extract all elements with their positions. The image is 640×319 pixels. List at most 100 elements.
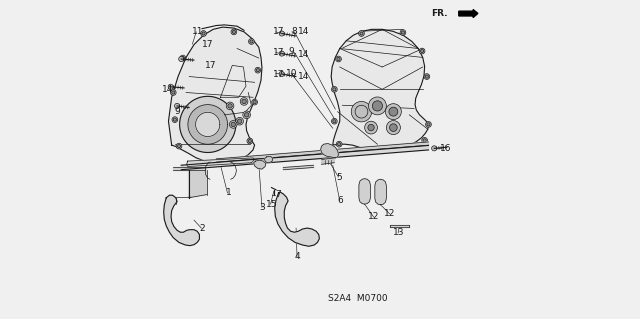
- Text: 8: 8: [292, 27, 298, 36]
- Circle shape: [172, 117, 178, 122]
- Text: 2: 2: [199, 224, 205, 233]
- Circle shape: [425, 75, 428, 78]
- Circle shape: [431, 146, 436, 151]
- Circle shape: [207, 161, 212, 166]
- Text: 14: 14: [298, 50, 310, 59]
- Circle shape: [333, 88, 336, 91]
- Polygon shape: [253, 160, 266, 169]
- Circle shape: [176, 143, 182, 149]
- Text: 9: 9: [289, 47, 294, 56]
- Polygon shape: [181, 145, 428, 170]
- Circle shape: [232, 30, 236, 33]
- Text: 12: 12: [384, 209, 396, 218]
- Circle shape: [401, 31, 404, 34]
- Circle shape: [202, 32, 205, 35]
- Circle shape: [231, 29, 237, 35]
- Text: 10: 10: [285, 69, 297, 78]
- Polygon shape: [216, 142, 428, 162]
- Text: S2A4  M0700: S2A4 M0700: [328, 294, 388, 303]
- Polygon shape: [321, 144, 339, 158]
- Circle shape: [252, 99, 257, 105]
- Circle shape: [228, 104, 232, 108]
- Circle shape: [372, 101, 383, 111]
- Circle shape: [424, 74, 429, 79]
- Circle shape: [378, 189, 384, 195]
- Circle shape: [236, 117, 243, 125]
- Circle shape: [368, 124, 374, 131]
- Polygon shape: [375, 179, 387, 205]
- Text: 17: 17: [273, 27, 284, 36]
- Polygon shape: [188, 105, 227, 144]
- Circle shape: [175, 103, 180, 108]
- Text: 15: 15: [266, 200, 278, 209]
- Circle shape: [256, 69, 259, 72]
- Text: 17: 17: [273, 70, 284, 79]
- Circle shape: [423, 139, 426, 142]
- Circle shape: [243, 111, 250, 119]
- Circle shape: [337, 143, 340, 146]
- Circle shape: [242, 99, 246, 104]
- Polygon shape: [196, 112, 220, 137]
- Circle shape: [228, 161, 233, 166]
- Circle shape: [336, 141, 342, 147]
- Polygon shape: [180, 96, 236, 152]
- Circle shape: [351, 101, 372, 122]
- Circle shape: [358, 31, 364, 36]
- Polygon shape: [321, 158, 334, 164]
- Circle shape: [173, 118, 177, 121]
- Polygon shape: [187, 158, 255, 167]
- Text: 9: 9: [174, 107, 180, 116]
- Text: 14: 14: [298, 72, 310, 81]
- Text: 14: 14: [298, 27, 310, 36]
- Text: 13: 13: [394, 228, 405, 237]
- Circle shape: [250, 40, 253, 43]
- Circle shape: [390, 124, 397, 131]
- Circle shape: [244, 113, 249, 117]
- Polygon shape: [264, 156, 273, 163]
- Text: 14: 14: [162, 85, 173, 94]
- Circle shape: [248, 139, 252, 143]
- Circle shape: [255, 67, 260, 73]
- Circle shape: [253, 100, 256, 104]
- Circle shape: [201, 117, 215, 131]
- Circle shape: [427, 123, 430, 126]
- Circle shape: [332, 118, 337, 124]
- Circle shape: [180, 55, 186, 61]
- Circle shape: [237, 119, 242, 123]
- Circle shape: [279, 31, 284, 36]
- Circle shape: [279, 51, 284, 56]
- Circle shape: [400, 30, 406, 35]
- Circle shape: [231, 122, 236, 127]
- Polygon shape: [284, 165, 314, 170]
- Circle shape: [420, 49, 424, 53]
- Text: 17: 17: [205, 61, 217, 70]
- Text: 6: 6: [338, 197, 344, 205]
- Polygon shape: [459, 10, 478, 18]
- Text: 7: 7: [276, 190, 282, 199]
- Circle shape: [360, 32, 363, 35]
- Polygon shape: [173, 167, 205, 170]
- Circle shape: [248, 39, 254, 44]
- Polygon shape: [359, 179, 371, 204]
- Polygon shape: [331, 29, 428, 150]
- Text: 1: 1: [226, 189, 232, 197]
- Text: 12: 12: [368, 212, 380, 221]
- Circle shape: [332, 86, 337, 92]
- Text: 3: 3: [260, 203, 266, 212]
- Circle shape: [194, 176, 202, 184]
- Circle shape: [387, 121, 401, 135]
- Circle shape: [335, 56, 341, 62]
- Circle shape: [333, 120, 336, 123]
- Circle shape: [422, 137, 428, 143]
- Circle shape: [369, 97, 387, 115]
- Polygon shape: [164, 195, 200, 246]
- Polygon shape: [168, 27, 262, 163]
- Circle shape: [247, 138, 253, 144]
- Text: FR.: FR.: [431, 9, 447, 18]
- Text: 11: 11: [193, 27, 204, 36]
- Circle shape: [170, 90, 176, 95]
- Circle shape: [419, 48, 425, 54]
- Polygon shape: [275, 192, 319, 246]
- Polygon shape: [189, 170, 207, 198]
- Circle shape: [168, 84, 173, 89]
